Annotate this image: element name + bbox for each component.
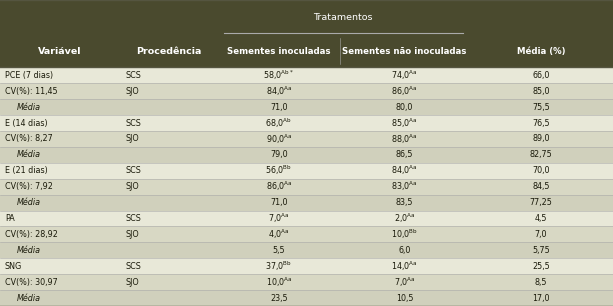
- Text: 80,0: 80,0: [396, 103, 413, 112]
- Bar: [0, 242, 613, 258]
- Text: 56,0$^{\mathregular{Bb}}$: 56,0$^{\mathregular{Bb}}$: [265, 164, 292, 177]
- Text: Média: Média: [17, 150, 41, 159]
- Text: 83,0$^{\mathregular{Aa}}$: 83,0$^{\mathregular{Aa}}$: [391, 180, 418, 193]
- Text: SJO: SJO: [126, 278, 139, 287]
- Text: SCS: SCS: [126, 262, 142, 271]
- Text: 71,0: 71,0: [270, 103, 287, 112]
- Text: 79,0: 79,0: [270, 150, 287, 159]
- Bar: [0, 0, 613, 35]
- Text: 84,0$^{\mathregular{Aa}}$: 84,0$^{\mathregular{Aa}}$: [265, 84, 292, 98]
- Text: 86,0$^{\mathregular{Aa}}$: 86,0$^{\mathregular{Aa}}$: [391, 84, 418, 98]
- Text: 83,5: 83,5: [396, 198, 413, 207]
- Text: 10,0$^{\mathregular{Aa}}$: 10,0$^{\mathregular{Aa}}$: [265, 275, 292, 289]
- Text: 14,0$^{\mathregular{Aa}}$: 14,0$^{\mathregular{Aa}}$: [391, 259, 418, 273]
- Text: E (14 dias): E (14 dias): [5, 118, 48, 128]
- Text: SJO: SJO: [126, 134, 139, 144]
- Text: SJO: SJO: [126, 230, 139, 239]
- Text: 84,0$^{\mathregular{Aa}}$: 84,0$^{\mathregular{Aa}}$: [391, 164, 418, 177]
- Text: 2,0$^{\mathregular{Aa}}$: 2,0$^{\mathregular{Aa}}$: [394, 212, 416, 225]
- Text: SCS: SCS: [126, 214, 142, 223]
- Text: CV(%): 8,27: CV(%): 8,27: [5, 134, 53, 144]
- Bar: [0, 274, 613, 290]
- Text: 85,0$^{\mathregular{Aa}}$: 85,0$^{\mathregular{Aa}}$: [391, 116, 418, 130]
- Bar: [0, 211, 613, 226]
- Text: 25,5: 25,5: [532, 262, 550, 271]
- Text: Sementes não inoculadas: Sementes não inoculadas: [343, 47, 466, 56]
- Text: Tratamentos: Tratamentos: [313, 13, 373, 22]
- Text: 71,0: 71,0: [270, 198, 287, 207]
- Text: 86,5: 86,5: [396, 150, 413, 159]
- Text: 10,5: 10,5: [396, 293, 413, 303]
- Text: CV(%): 7,92: CV(%): 7,92: [5, 182, 53, 191]
- Text: 4,0$^{\mathregular{Aa}}$: 4,0$^{\mathregular{Aa}}$: [268, 228, 290, 241]
- Text: 10,0$^{\mathregular{Bb}}$: 10,0$^{\mathregular{Bb}}$: [391, 228, 418, 241]
- Text: 75,5: 75,5: [532, 103, 550, 112]
- Text: SJO: SJO: [126, 182, 139, 191]
- Text: 5,75: 5,75: [532, 246, 550, 255]
- Text: Procedência: Procedência: [136, 47, 201, 56]
- Text: 4,5: 4,5: [535, 214, 547, 223]
- Text: Sementes inoculadas: Sementes inoculadas: [227, 47, 330, 56]
- Text: CV(%): 30,97: CV(%): 30,97: [5, 278, 58, 287]
- Text: 77,25: 77,25: [530, 198, 552, 207]
- Text: 8,5: 8,5: [535, 278, 547, 287]
- Text: 7,0$^{\mathregular{Aa}}$: 7,0$^{\mathregular{Aa}}$: [394, 275, 416, 289]
- Bar: [0, 115, 613, 131]
- Bar: [0, 35, 613, 67]
- Text: 17,0: 17,0: [532, 293, 550, 303]
- Text: SCS: SCS: [126, 71, 142, 80]
- Text: 58,0$^{\mathregular{Ab*}}$: 58,0$^{\mathregular{Ab*}}$: [264, 69, 294, 82]
- Text: CV(%): 28,92: CV(%): 28,92: [5, 230, 58, 239]
- Bar: [0, 147, 613, 163]
- Bar: [0, 179, 613, 195]
- Text: SCS: SCS: [126, 166, 142, 175]
- Text: Média: Média: [17, 198, 41, 207]
- Text: Média: Média: [17, 103, 41, 112]
- Bar: [0, 99, 613, 115]
- Text: CV(%): 11,45: CV(%): 11,45: [5, 87, 58, 96]
- Text: 66,0: 66,0: [532, 71, 550, 80]
- Text: SJO: SJO: [126, 87, 139, 96]
- Text: 85,0: 85,0: [532, 87, 550, 96]
- Bar: [0, 290, 613, 306]
- Bar: [0, 226, 613, 242]
- Text: 84,5: 84,5: [532, 182, 550, 191]
- Bar: [0, 195, 613, 211]
- Text: Média: Média: [17, 246, 41, 255]
- Text: 88,0$^{\mathregular{Aa}}$: 88,0$^{\mathregular{Aa}}$: [391, 132, 418, 146]
- Text: 23,5: 23,5: [270, 293, 287, 303]
- Text: 89,0: 89,0: [532, 134, 550, 144]
- Bar: [0, 83, 613, 99]
- Text: 74,0$^{\mathregular{Aa}}$: 74,0$^{\mathregular{Aa}}$: [391, 69, 418, 82]
- Text: E (21 dias): E (21 dias): [5, 166, 48, 175]
- Text: PA: PA: [5, 214, 15, 223]
- Text: 76,5: 76,5: [532, 118, 550, 128]
- Text: 6,0: 6,0: [398, 246, 411, 255]
- Text: 86,0$^{\mathregular{Aa}}$: 86,0$^{\mathregular{Aa}}$: [265, 180, 292, 193]
- Text: Média: Média: [17, 293, 41, 303]
- Bar: [0, 163, 613, 179]
- Text: 90,0$^{\mathregular{Aa}}$: 90,0$^{\mathregular{Aa}}$: [265, 132, 292, 146]
- Bar: [0, 67, 613, 83]
- Text: 68,0$^{\mathregular{Ab}}$: 68,0$^{\mathregular{Ab}}$: [265, 116, 292, 130]
- Text: 70,0: 70,0: [532, 166, 550, 175]
- Text: PCE (7 dias): PCE (7 dias): [5, 71, 53, 80]
- Text: SCS: SCS: [126, 118, 142, 128]
- Text: 7,0$^{\mathregular{Aa}}$: 7,0$^{\mathregular{Aa}}$: [268, 212, 290, 225]
- Text: SNG: SNG: [5, 262, 22, 271]
- Text: Média (%): Média (%): [517, 47, 565, 56]
- Text: 7,0: 7,0: [535, 230, 547, 239]
- Text: 82,75: 82,75: [530, 150, 552, 159]
- Text: 37,0$^{\mathregular{Bb}}$: 37,0$^{\mathregular{Bb}}$: [265, 259, 292, 273]
- Text: Variável: Variável: [38, 47, 82, 56]
- Text: 5,5: 5,5: [273, 246, 285, 255]
- Bar: [0, 131, 613, 147]
- Bar: [0, 258, 613, 274]
